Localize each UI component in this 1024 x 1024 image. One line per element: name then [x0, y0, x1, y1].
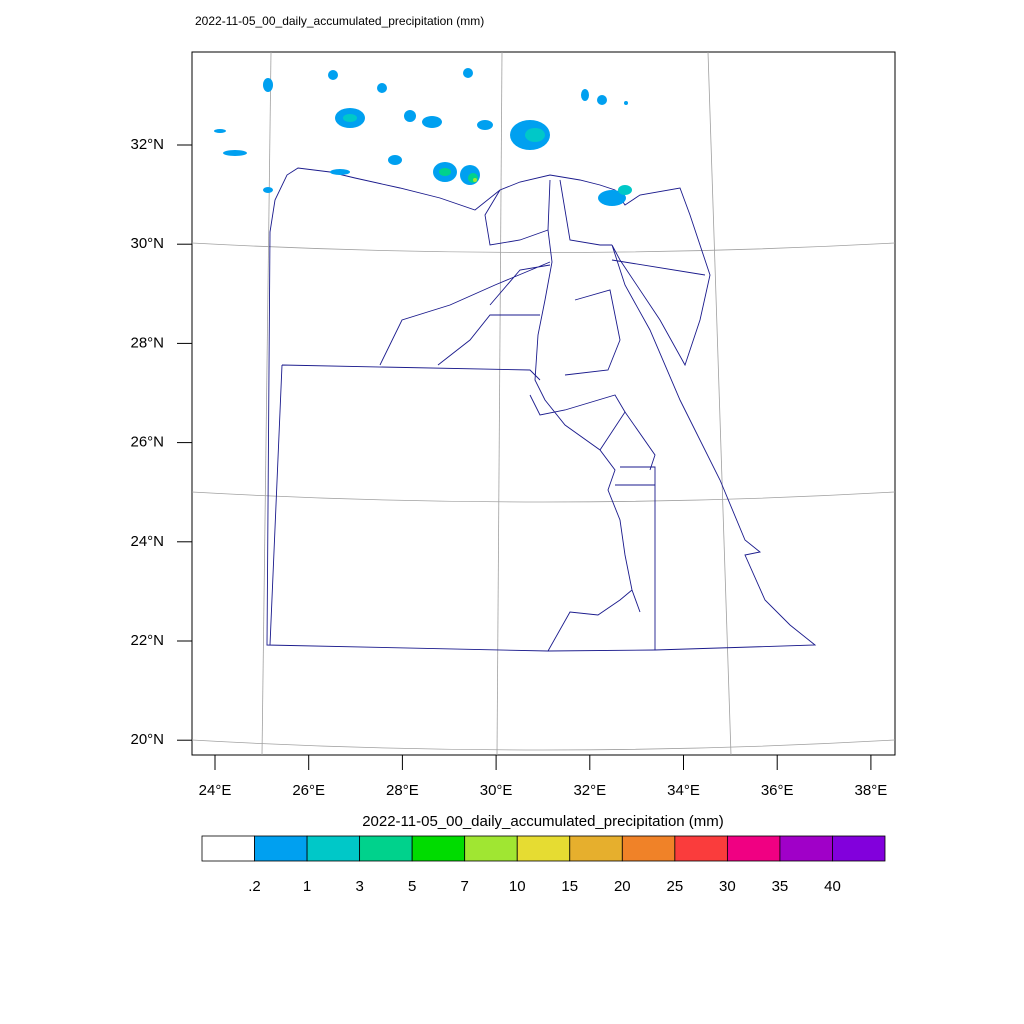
colorbar-label: 25 [667, 878, 684, 895]
colorbar-label: .2 [248, 878, 261, 895]
colorbar-label: 30 [719, 878, 736, 895]
colorbar-box [254, 835, 308, 862]
lat-label: 22°N [130, 632, 164, 649]
colorbar-box [201, 835, 255, 862]
colorbar-label: 10 [509, 878, 526, 895]
colorbar-label: 40 [824, 878, 841, 895]
colorbar-title: 2022-11-05_00_daily_accumulated_precipit… [362, 813, 724, 830]
colorbar-label: 3 [355, 878, 363, 895]
lon-label: 34°E [667, 782, 700, 799]
colorbar-box [516, 835, 571, 862]
colorbar-box [621, 835, 676, 862]
colorbar-box [569, 835, 623, 862]
map-frame [191, 51, 896, 756]
precipitation [214, 68, 632, 206]
borders [266, 167, 817, 652]
colorbar-box [411, 835, 466, 862]
lon-label: 36°E [761, 782, 794, 799]
colorbar-box [779, 835, 833, 862]
lon-label: 30°E [480, 782, 513, 799]
ticks: 32°N 30°N 28°N 26°N 24°N 22°N 20°N 24°E 26°E 28°E… [130, 136, 887, 799]
colorbar-box [464, 835, 518, 862]
colorbar-label: 20 [614, 878, 631, 895]
colorbar-label: 5 [408, 878, 416, 895]
lat-label: 26°N [130, 434, 164, 451]
lat-label: 32°N [130, 136, 164, 153]
lat-label: 20°N [130, 731, 164, 748]
colorbar-box [306, 835, 361, 862]
colorbar-box [832, 835, 886, 862]
lon-label: 32°E [573, 782, 606, 799]
lon-label: 38°E [855, 782, 888, 799]
colorbar-label: 1 [303, 878, 311, 895]
lat-label: 24°N [130, 533, 164, 550]
colorbar: 2022-11-05_00_daily_accumulated_precipit… [201, 813, 886, 895]
lon-label: 28°E [386, 782, 419, 799]
lat-label: 28°N [130, 334, 164, 351]
lat-label: 30°N [130, 235, 164, 252]
colorbar-box [726, 835, 781, 862]
colorbar-box [674, 835, 728, 862]
colorbar-label: 7 [461, 878, 469, 895]
map-title: 2022-11-05_00_daily_accumulated_precipit… [195, 14, 484, 28]
graticule [191, 51, 896, 756]
lon-label: 26°E [292, 782, 325, 799]
map: 32°N 30°N 28°N 26°N 24°N 22°N 20°N 24°E 26°E 28°E… [130, 51, 896, 799]
lon-label: 24°E [199, 782, 232, 799]
colorbar-label: 35 [772, 878, 789, 895]
colorbar-box [359, 835, 413, 862]
colorbar-label: 15 [561, 878, 578, 895]
